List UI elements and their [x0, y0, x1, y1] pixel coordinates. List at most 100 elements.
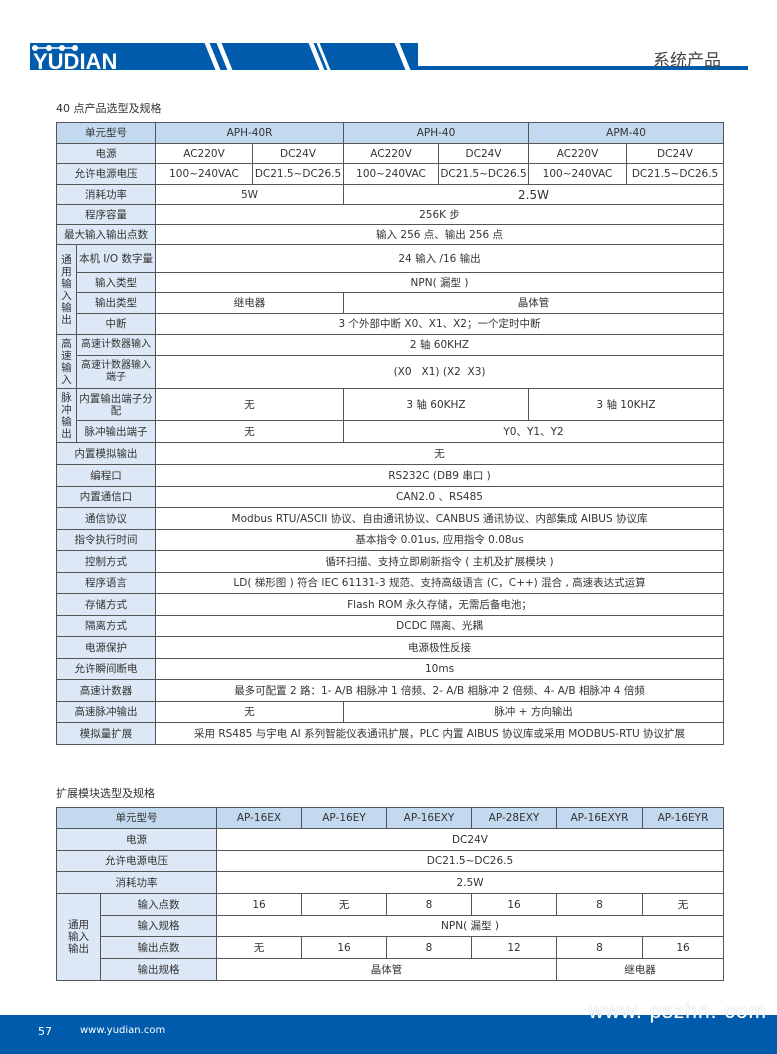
- cell: 3 个外部中断 X0、X1、X2；一个定时中断: [154, 313, 725, 335]
- row-label: 控制方式: [56, 550, 156, 573]
- header-cell: APH-40R: [154, 122, 345, 144]
- cell: Flash ROM 永久存储，无需后备电池；: [154, 593, 725, 616]
- cell: 10ms: [154, 658, 725, 680]
- row-label: 输出点数: [100, 936, 217, 959]
- table-row: 脉冲输出端子 无 Y0、Y1、Y2: [57, 420, 725, 443]
- table-row: 电源 DC24V: [56, 828, 724, 851]
- row-label: 高速计数器输入端子: [76, 355, 156, 389]
- row-label: 中断: [76, 313, 156, 335]
- header-cell: 单元型号: [56, 807, 217, 829]
- cell: 电源极性反接: [154, 636, 725, 659]
- cell: DC24V: [216, 828, 724, 851]
- table-row: 隔离方式 DCDC 隔离、光耦: [56, 615, 725, 637]
- cell: 16: [301, 936, 387, 959]
- table-row: 输出规格 晶体管 继电器: [57, 958, 724, 981]
- table-row: 通信协议 Modbus RTU/ASCII 协议、自由通讯协议、CANBUS 通讯…: [56, 507, 725, 530]
- row-label: 隔离方式: [56, 615, 156, 637]
- footer-url[interactable]: www.yudian.com: [80, 1025, 166, 1036]
- table-row: 模拟量扩展 采用 RS485 与宇电 AI 系列智能仪表通讯扩展，PLC 内置 …: [56, 722, 725, 745]
- header-cell: 单元型号: [56, 122, 156, 144]
- cell: 无: [154, 442, 725, 465]
- cell: 晶体管: [343, 292, 725, 314]
- table2-title: 扩展模块选型及规格: [56, 787, 155, 800]
- cell: DC21.5~DC26.5: [438, 163, 530, 185]
- table-row: 高速输入 高速计数器输入 2 轴 60KHZ: [56, 334, 725, 389]
- group-label: 高速输入: [56, 334, 77, 389]
- cell: 3 轴 60KHZ: [343, 388, 530, 421]
- cell: DC21.5~DC26.5: [626, 163, 725, 185]
- row-label: 程序语言: [56, 572, 156, 594]
- cell: LD( 梯形图 ) 符合 IEC 61131-3 规范、支持高级语言 (C，C+…: [154, 572, 725, 594]
- row-label: 内置通信口: [56, 486, 156, 508]
- table-row: 内置模拟输出 无: [56, 442, 725, 465]
- row-label: 允许瞬间断电: [56, 658, 156, 680]
- cell: 16: [642, 936, 724, 959]
- table-row: 最大输入输出点数 输入 256 点、输出 256 点: [56, 224, 725, 245]
- cell: NPN( 漏型 ): [216, 915, 724, 937]
- row-label: 消耗功率: [56, 871, 217, 894]
- table-row: 中断 3 个外部中断 X0、X1、X2；一个定时中断: [57, 313, 725, 335]
- row-label: 输出规格: [100, 958, 217, 981]
- row-label: 编程口: [56, 464, 156, 487]
- table-row: 输入规格 NPN( 漏型 ): [57, 915, 724, 937]
- table-row: 允许电源电压 100~240VAC DC21.5~DC26.5 100~240VAC…: [56, 163, 725, 185]
- footer-bar: [0, 1015, 777, 1054]
- spec-table-40: 单元型号 APH-40R APH-40 APM-40 电源 AC220V DC24…: [56, 122, 725, 745]
- cell: 晶体管: [216, 958, 557, 981]
- header-rule: [418, 66, 748, 70]
- cell: AC220V: [343, 143, 440, 164]
- table-row: 输出点数 无 16 8 12 8 16: [57, 936, 724, 959]
- table1-title: 40 点产品选型及规格: [56, 102, 162, 115]
- row-label: 输入规格: [100, 915, 217, 937]
- header-cell: AP-16EXY: [386, 807, 472, 829]
- logo-dots-icon: [32, 45, 78, 51]
- cell: 16: [471, 893, 557, 916]
- cell: 采用 RS485 与宇电 AI 系列智能仪表通讯扩展，PLC 内置 AIBUS …: [154, 722, 725, 745]
- row-label: 最大输入输出点数: [56, 224, 156, 245]
- cell: 无: [216, 936, 302, 959]
- cell: AC220V: [155, 143, 253, 164]
- row-label: 脉冲输出端子: [76, 420, 156, 443]
- cell: 循环扫描、支持立即刷新指令 ( 主机及扩展模块 ): [154, 550, 725, 573]
- cell: 24 输入 /16 输出: [154, 244, 725, 273]
- cell: 无: [154, 388, 345, 421]
- table-row: 输入类型 NPN( 漏型 ): [57, 272, 725, 293]
- row-label: 本机 I/O 数字量: [76, 244, 156, 273]
- cell: DC21.5~DC26.5: [216, 850, 724, 872]
- cell: 继电器: [556, 958, 724, 981]
- cell: 无: [301, 893, 387, 916]
- row-label: 输入点数: [100, 893, 217, 916]
- cell: 无: [642, 893, 724, 916]
- row-label: 指令执行时间: [56, 529, 156, 551]
- cell: 3 轴 10KHZ: [528, 388, 725, 421]
- row-label: 允许电源电压: [56, 850, 217, 872]
- row-label: 电源: [56, 828, 217, 851]
- cell: 基本指令 0.01us, 应用指令 0.08us: [154, 529, 725, 551]
- table-row: 输出类型 继电器 晶体管: [57, 292, 725, 314]
- row-label: 消耗功率: [56, 184, 156, 205]
- table-row: 单元型号 APH-40R APH-40 APM-40: [56, 122, 725, 144]
- section-title: 系统产品: [653, 51, 721, 71]
- cell: 2 轴 60KHZ: [154, 334, 725, 356]
- table-row: 电源保护 电源极性反接: [56, 636, 725, 659]
- header-cell: AP-16EYR: [642, 807, 724, 829]
- header-cell: APH-40: [343, 122, 530, 144]
- row-label: 模拟量扩展: [56, 722, 156, 745]
- cell: DCDC 隔离、光耦: [154, 615, 725, 637]
- row-label: 输入类型: [76, 272, 156, 293]
- table-row: 消耗功率 5W 2.5W: [56, 184, 725, 205]
- table-row: 程序容量 256K 步: [56, 204, 725, 225]
- cell: 无: [154, 701, 345, 723]
- table-row: 内置通信口 CAN2.0 、RS485: [56, 486, 725, 508]
- cell: 8: [556, 893, 643, 916]
- cell: 256K 步: [154, 204, 725, 225]
- table-row: 电源 AC220V DC24V AC220V DC24V AC220V DC24V: [56, 143, 725, 164]
- cell: Modbus RTU/ASCII 协议、自由通讯协议、CANBUS 通讯协议、内…: [154, 507, 725, 530]
- row-label: 电源保护: [56, 636, 156, 659]
- cell: 脉冲 + 方向输出: [343, 701, 725, 723]
- cell: 无: [154, 420, 345, 443]
- row-label: 内置输出端子分配: [76, 388, 156, 421]
- table-row: 高速计数器 最多可配置 2 路：1- A/B 相脉冲 1 倍频、2- A/B 相脉…: [56, 679, 725, 702]
- spec-table-expansion: 单元型号 AP-16EX AP-16EY AP-16EXY AP-28EXY AP-16…: [56, 807, 724, 981]
- cell: DC24V: [626, 143, 725, 164]
